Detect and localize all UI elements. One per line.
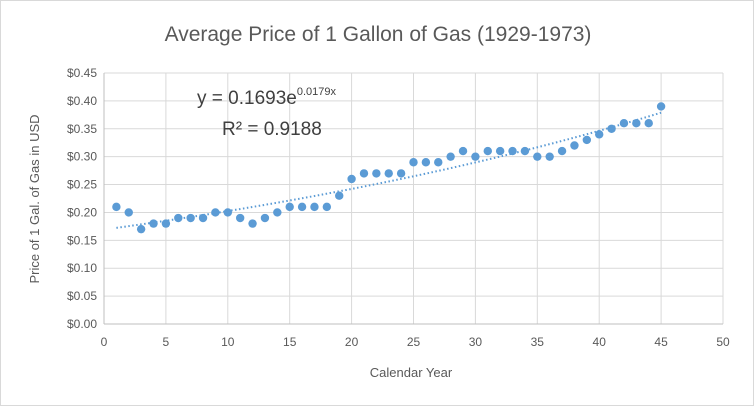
data-point (545, 152, 554, 161)
data-point (446, 152, 455, 161)
data-point (359, 169, 369, 178)
data-point (335, 191, 344, 200)
y-tick-label: $0.30 (67, 150, 97, 164)
data-point (396, 169, 406, 178)
y-tick-label: $0.40 (67, 94, 97, 108)
y-tick-label: $0.35 (67, 122, 97, 136)
data-point (174, 213, 183, 223)
data-point (421, 158, 431, 167)
data-point (409, 158, 418, 167)
data-point (322, 202, 332, 212)
x-axis-title: Calendar Year (370, 365, 453, 380)
x-tick-label: 15 (283, 335, 297, 349)
y-tick-label: $0.20 (67, 205, 97, 219)
data-point (434, 158, 443, 167)
data-point (223, 208, 232, 217)
data-point (211, 208, 220, 217)
x-tick-label: 30 (469, 335, 483, 349)
data-point (198, 213, 208, 223)
y-tick-label: $0.00 (67, 317, 97, 331)
x-tick-label: 50 (716, 335, 730, 349)
data-point (186, 213, 195, 223)
data-point (161, 219, 171, 228)
data-points (112, 102, 666, 234)
data-point (520, 146, 530, 156)
data-point (149, 219, 158, 228)
data-point (372, 169, 381, 178)
data-point (656, 102, 666, 111)
trendline-equation-main: y = 0.1693e (197, 88, 297, 109)
data-point (458, 146, 468, 156)
data-point (570, 141, 579, 150)
data-point (297, 202, 307, 212)
trendline-path (116, 111, 662, 229)
data-point (483, 146, 492, 156)
x-tick-labels: 0 5 10 15 20 25 30 35 40 45 50 (101, 335, 730, 349)
x-tick-label: 5 (163, 335, 170, 349)
data-point (582, 135, 592, 145)
data-point (112, 202, 121, 212)
axes (103, 73, 723, 325)
data-point (273, 208, 282, 217)
y-tick-label: $0.25 (67, 178, 97, 192)
x-tick-label: 40 (593, 335, 607, 349)
trendline-equation: y = 0.1693e0.0179x (197, 86, 336, 109)
r-squared-label: R² = 0.9188 (222, 119, 322, 140)
chart-title: Average Price of 1 Gallon of Gas (1929-1… (165, 23, 592, 46)
x-tick-label: 25 (407, 335, 421, 349)
data-point (607, 124, 616, 133)
x-tick-label: 0 (101, 335, 108, 349)
gridlines (104, 72, 724, 324)
data-point (495, 146, 505, 156)
x-tick-label: 10 (221, 335, 235, 349)
trendline (116, 111, 662, 229)
data-point (533, 152, 542, 161)
y-axis-title: Price of 1 Gal. of Gas in USD (27, 114, 42, 283)
data-point (632, 119, 641, 128)
data-point (644, 119, 653, 128)
y-tick-labels: $0.00 $0.05 $0.10 $0.15 $0.20 $0.25 $0.30 $0.35… (67, 66, 97, 331)
data-point (136, 224, 146, 234)
data-point (557, 146, 567, 156)
data-point (347, 174, 356, 184)
data-point (248, 219, 257, 228)
y-tick-label: $0.10 (67, 261, 97, 275)
x-tick-label: 35 (531, 335, 545, 349)
y-tick-label: $0.15 (67, 233, 97, 247)
data-point (619, 119, 629, 128)
x-tick-label: 45 (654, 335, 668, 349)
trendline-equation-exponent: 0.0179x (297, 86, 337, 98)
data-point (124, 208, 133, 217)
data-point (235, 213, 245, 223)
y-tick-label: $0.05 (67, 289, 97, 303)
data-point (285, 202, 294, 212)
data-point (508, 146, 517, 156)
data-point (595, 130, 604, 139)
x-tick-label: 20 (345, 335, 359, 349)
data-point (260, 213, 270, 223)
data-point (310, 202, 319, 212)
y-tick-label: $0.45 (67, 66, 97, 80)
data-point (384, 169, 393, 178)
data-point (471, 152, 480, 161)
